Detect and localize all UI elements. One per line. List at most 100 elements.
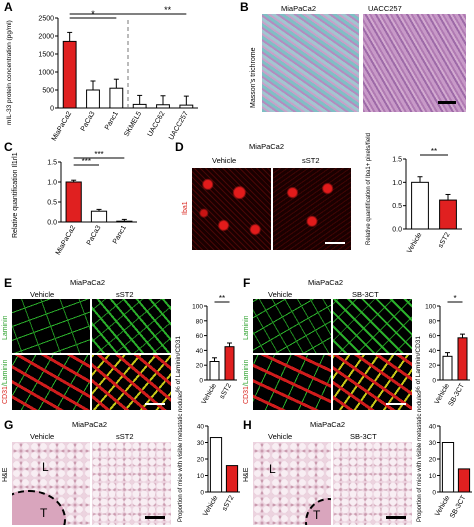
bar — [439, 199, 457, 230]
bar — [109, 87, 124, 109]
bar — [132, 103, 147, 109]
bar — [179, 104, 194, 109]
scale-bar — [325, 242, 345, 244]
panel-e-left: Vehicle — [30, 290, 55, 299]
panel-b-left-title: MiaPaCa2 — [281, 4, 317, 13]
y-tick-label: 10 — [197, 473, 205, 480]
y-tick-label: 10 — [429, 473, 437, 480]
y-tick-label: 20 — [196, 363, 204, 370]
y-tick-label: 0 — [432, 378, 436, 385]
y-tick-label: 1000 — [38, 70, 54, 77]
panel-d-left: Vehicle — [212, 156, 237, 165]
y-tick-label: 60 — [429, 333, 437, 340]
y-tick-label: 2500 — [38, 16, 54, 23]
bar — [442, 355, 453, 381]
y-tick-label: 0.0 — [392, 227, 402, 234]
y-tick-label: 30 — [429, 440, 437, 447]
y-tick-label: 1.0 — [47, 180, 57, 187]
panel-label-d: D — [175, 140, 184, 154]
y-tick-label: 0.5 — [392, 203, 402, 210]
bar — [209, 437, 223, 493]
category-label: sST2 — [219, 382, 233, 400]
panel-b-ylabel: Masson's trichrome — [250, 47, 257, 108]
panel-e-right: sST2 — [116, 290, 134, 299]
panel-g-chart-ylabel: Proportion of mice with visible metastat… — [178, 390, 184, 522]
label-t: T — [40, 506, 48, 520]
scale-bar — [386, 516, 406, 519]
category-label: PaCa3 — [86, 224, 103, 246]
y-tick-label: 40 — [197, 424, 205, 431]
y-tick-label: 40 — [429, 348, 437, 355]
category-label: Panc1 — [112, 224, 128, 245]
panel-f-title: MiaPaCa2 — [308, 278, 344, 287]
scale-bar — [145, 516, 165, 519]
bar — [62, 40, 77, 109]
y-tick-label: 1500 — [38, 52, 54, 59]
y-tick-label: 0 — [200, 490, 204, 497]
bar — [156, 104, 170, 109]
bar — [90, 210, 108, 223]
category-label: Panc1 — [104, 110, 120, 131]
laminin-vehicle-image — [253, 299, 331, 353]
category-label: UACC257 — [168, 110, 190, 141]
panel-g-ylabel: H&E — [2, 467, 9, 482]
category-label: MiaPaCa2 — [55, 224, 77, 256]
tumor-nodule — [12, 490, 66, 525]
panel-label-f: F — [243, 276, 251, 290]
cd31-label: CD31 — [243, 386, 250, 404]
panel-f-row2: CD31/Laminin — [243, 360, 250, 404]
scale-bar — [145, 403, 165, 405]
y-tick-label: 1.0 — [392, 180, 402, 187]
category-label: Vehicle — [434, 494, 451, 517]
laminin-sb3ct-image — [333, 299, 412, 353]
sig-marker: ** — [164, 6, 172, 15]
bar — [65, 181, 82, 223]
y-tick-label: 80 — [429, 318, 437, 325]
panel-a-ylabel: mIL-33 protein concentration (pg/ml) — [6, 20, 13, 125]
scale-bar — [438, 101, 456, 104]
panel-d-chart: 1.5 1.0 0.5 0.0 Vehicle sST2 ** — [392, 147, 462, 255]
laminin-label: /Laminin — [2, 359, 9, 387]
bar — [457, 337, 468, 381]
he-vehicle-image: L T — [12, 442, 90, 525]
panel-d-right: sST2 — [302, 156, 320, 165]
category-label: SB-3CT — [449, 494, 468, 520]
bar — [457, 468, 471, 493]
he-sst2-image — [92, 442, 171, 525]
panel-label-h: H — [243, 418, 252, 432]
panel-d-chart-ylabel: Relative quantification of Iba1+ pixels/… — [366, 133, 372, 245]
panel-g-left: Vehicle — [30, 432, 55, 441]
category-label: UACC62 — [147, 110, 167, 138]
y-tick-label: 100 — [192, 304, 203, 311]
sig-marker: * — [453, 294, 456, 303]
cd31-laminin-vehicle-image — [12, 355, 90, 410]
laminin-label: /Laminin — [243, 359, 250, 387]
panel-h-left: Vehicle — [268, 432, 293, 441]
bar — [225, 465, 239, 493]
panel-g-right: sST2 — [116, 432, 134, 441]
y-tick-label: 60 — [196, 333, 204, 340]
panel-h-title: MiaPaCa2 — [310, 420, 346, 429]
y-tick-label: 100 — [425, 304, 436, 311]
panel-e-row2: CD31/Laminin — [2, 360, 9, 404]
category-label: Vehicle — [406, 231, 423, 254]
cd31-laminin-sb3ct-image — [333, 355, 412, 410]
panel-label-c: C — [4, 140, 13, 154]
y-tick-label: 80 — [196, 318, 204, 325]
panel-label-g: G — [4, 418, 14, 432]
y-tick-label: 0.0 — [47, 220, 57, 227]
iba1-vehicle-image — [192, 168, 271, 250]
he-sb3ct-image — [333, 442, 412, 525]
category-label: SKMEL5 — [123, 110, 143, 138]
bar — [441, 442, 455, 493]
label-l: L — [269, 462, 276, 476]
sig-marker: * — [91, 9, 95, 19]
panel-h-ylabel: H&E — [243, 467, 250, 482]
panel-d-title: MiaPaCa2 — [249, 142, 285, 151]
y-tick-label: 0.5 — [47, 200, 57, 207]
label-t: T — [313, 508, 321, 522]
y-tick-label: 40 — [196, 348, 204, 355]
